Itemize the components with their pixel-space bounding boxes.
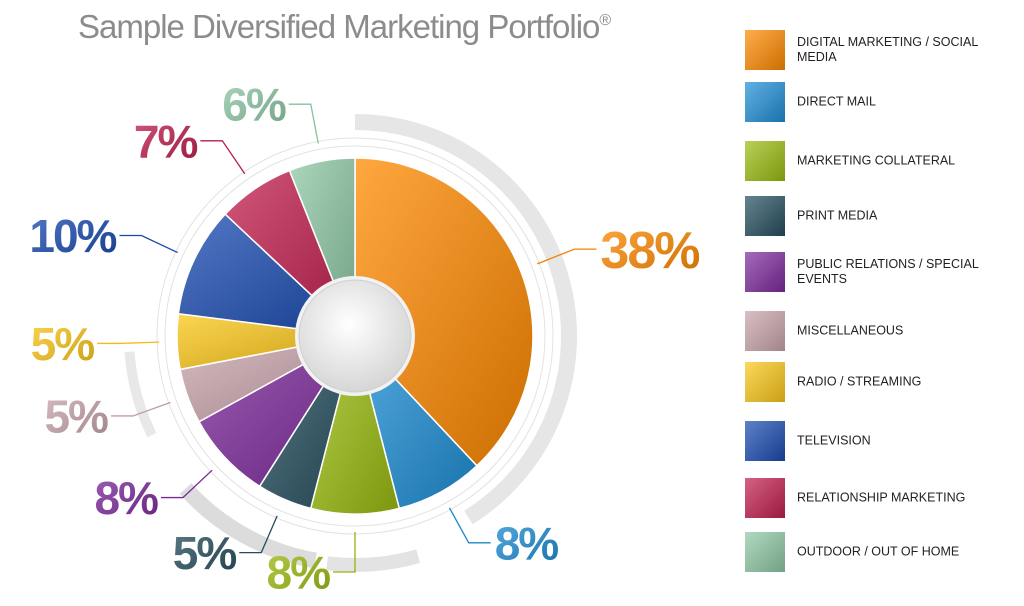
legend-label: RELATIONSHIP MARKETING xyxy=(797,490,966,505)
registered-mark: ® xyxy=(599,12,611,29)
legend-swatch xyxy=(745,478,785,518)
legend-swatch xyxy=(745,252,785,292)
legend-label: TELEVISION xyxy=(797,433,871,448)
leader-line-3 xyxy=(239,515,278,554)
pie-slice-2 xyxy=(309,335,401,515)
percent-label-2: 8% xyxy=(267,547,331,599)
leader-line-0 xyxy=(536,248,597,265)
legend-item: PUBLIC RELATIONS / SPECIAL EVENTS xyxy=(743,252,1018,292)
legend-item: DIRECT MAIL xyxy=(743,82,1018,122)
legend-label: PUBLIC RELATIONS / SPECIAL EVENTS xyxy=(797,257,979,286)
legend-swatch xyxy=(745,532,785,572)
legend-label: DIRECT MAIL xyxy=(797,94,876,109)
leader-line-2 xyxy=(333,532,356,573)
percent-label-8: 7% xyxy=(134,115,198,167)
legend-swatch xyxy=(745,421,785,461)
legend-label: DIGITAL MARKETING / SOCIAL MEDIA xyxy=(797,35,978,64)
legend-swatch xyxy=(745,82,785,122)
legend-item: TELEVISION xyxy=(743,421,1018,461)
legend-label: RADIO / STREAMING xyxy=(797,374,922,389)
legend-swatch xyxy=(745,362,785,402)
legend-label: MARKETING COLLATERAL xyxy=(797,153,956,168)
percent-label-6: 5% xyxy=(31,318,95,370)
percent-label-7: 10% xyxy=(29,210,116,262)
percent-labels: 38% 8% 8% 5% 8% 5% 5% 10% 7% 6% xyxy=(29,79,701,599)
decorative-arc-1 xyxy=(179,483,317,569)
percent-label-9: 6% xyxy=(222,79,286,131)
leader-lines xyxy=(97,103,597,573)
decorative-arcs xyxy=(124,114,577,572)
legend-swatch xyxy=(745,30,785,70)
leader-line-5 xyxy=(110,401,171,417)
legend-item: MISCELLANEOUS xyxy=(743,311,1018,351)
leader-line-4 xyxy=(160,469,213,499)
pie-center xyxy=(295,276,415,396)
percent-label-1: 8% xyxy=(495,517,559,569)
legend-label: PRINT MEDIA xyxy=(797,208,878,223)
legend-item: RADIO / STREAMING xyxy=(743,362,1018,402)
leader-line-6 xyxy=(97,341,160,345)
legend-swatch xyxy=(745,196,785,236)
legend-swatch xyxy=(745,311,785,351)
percent-label-0: 38% xyxy=(600,222,699,280)
decorative-arc-0 xyxy=(354,114,577,525)
decorative-arc-2 xyxy=(326,549,421,572)
legend: DIGITAL MARKETING / SOCIAL MEDIA DIRECT M… xyxy=(743,0,1023,606)
leader-line-8 xyxy=(200,140,246,175)
legend-item: MARKETING COLLATERAL xyxy=(743,141,1018,181)
decorative-arc-3 xyxy=(124,351,157,438)
percent-label-4: 8% xyxy=(94,472,158,524)
legend-swatch xyxy=(745,141,785,181)
ring-0 xyxy=(164,145,546,527)
legend-item: RELATIONSHIP MARKETING xyxy=(743,478,1018,518)
percent-label-5: 5% xyxy=(44,391,108,443)
pie-chart: 38% 8% 8% 5% 8% 5% 5% 10% 7% 6% xyxy=(29,79,701,599)
legend-label: OUTDOOR / OUT OF HOME xyxy=(797,544,960,559)
leader-line-1 xyxy=(448,507,491,544)
leader-line-9 xyxy=(288,103,319,144)
legend-item: PRINT MEDIA xyxy=(743,196,1018,236)
chart-title: Sample Diversified Marketing Portfolio® xyxy=(78,8,611,45)
leader-line-7 xyxy=(119,234,178,254)
center-disc xyxy=(298,279,412,393)
legend-label: MISCELLANEOUS xyxy=(797,323,904,338)
legend-item: OUTDOOR / OUT OF HOME xyxy=(743,532,1018,572)
legend-item: DIGITAL MARKETING / SOCIAL MEDIA xyxy=(743,30,1018,70)
percent-label-3: 5% xyxy=(173,527,237,579)
pie-slice-0 xyxy=(354,157,534,467)
